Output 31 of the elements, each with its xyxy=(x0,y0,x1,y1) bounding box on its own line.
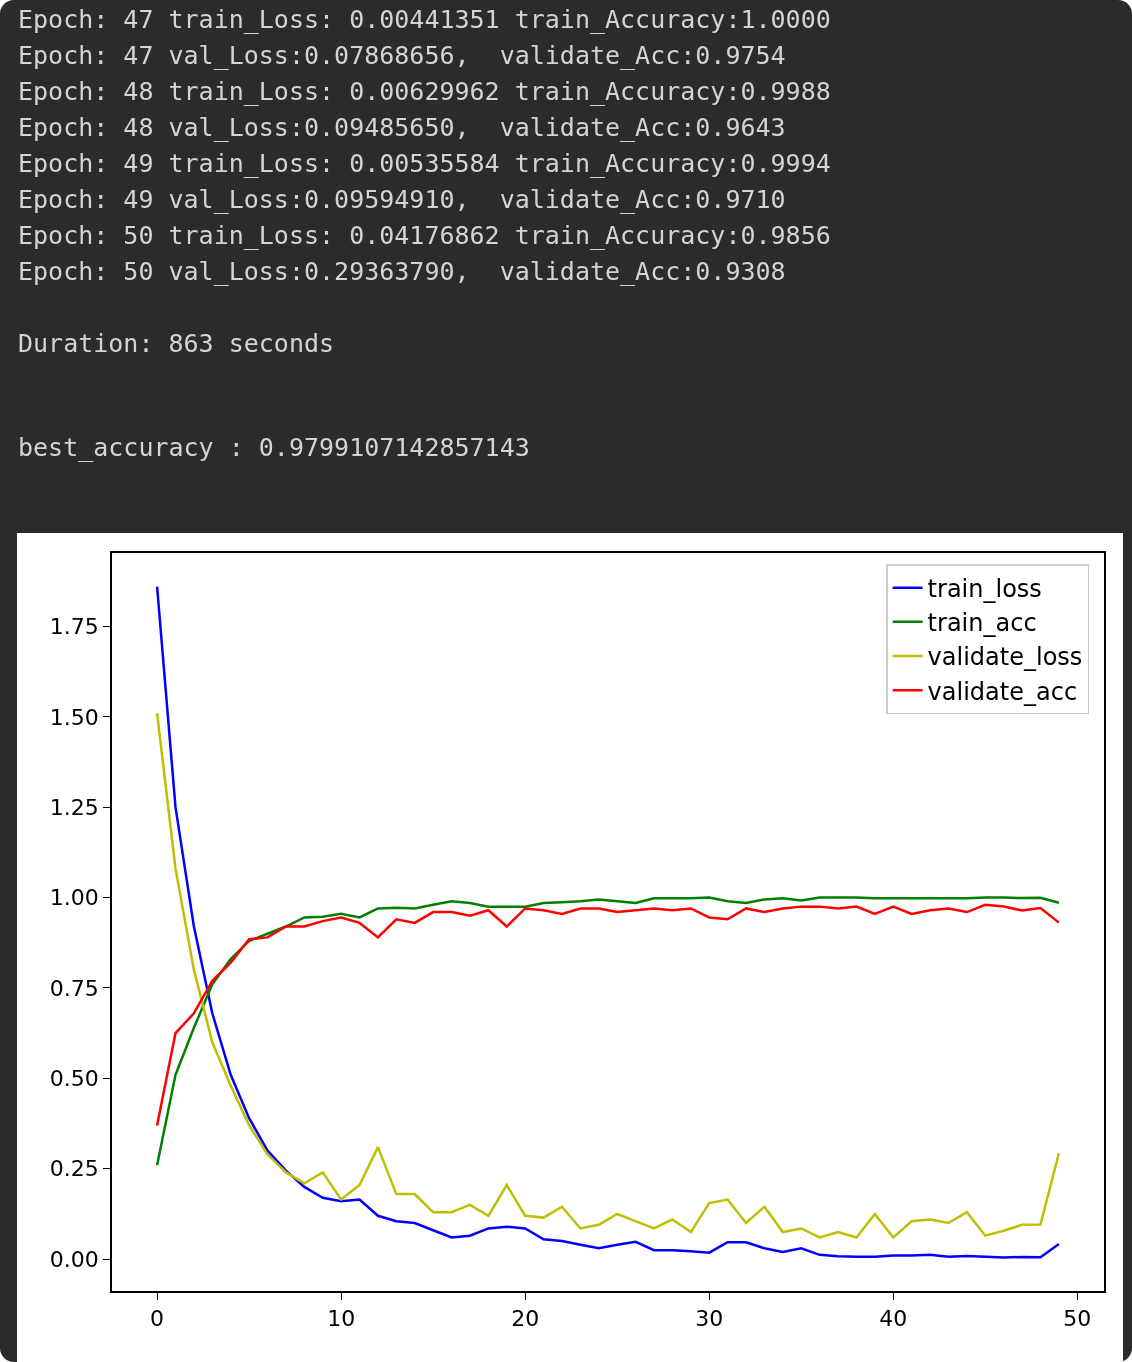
line-series xyxy=(155,903,1061,1127)
text: Epoch: 50 train_Loss: 0.04176862 train_Accuracy:0.9856 xyxy=(18,220,831,252)
text: Epoch: 49 train_Loss: 0.00535584 train_Accuracy:0.9994 xyxy=(18,148,831,180)
y-tick-label: 0.50 xyxy=(49,1066,99,1092)
text: Epoch: 47 val_Loss:0.07868656, validate_Acc:0.9754 xyxy=(18,40,787,72)
y-tick-label: 0.00 xyxy=(49,1246,99,1272)
x-tick-label: 30 xyxy=(695,1306,724,1332)
text: Epoch: 48 val_Loss:0.09485650, validate_Acc:0.9643 xyxy=(18,112,787,144)
line-series xyxy=(155,896,1061,1167)
x-tick-label: 50 xyxy=(1063,1306,1092,1332)
legend-label: train_loss xyxy=(927,575,1042,604)
y-tick-label: 1.00 xyxy=(49,885,99,911)
legend-label: train_acc xyxy=(927,609,1037,638)
y-tick-label: 1.75 xyxy=(49,614,99,640)
x-tick-label: 40 xyxy=(879,1306,908,1332)
legend-label: validate_acc xyxy=(927,677,1078,706)
x-tick-label: 0 xyxy=(150,1306,165,1332)
x-tick-label: 20 xyxy=(511,1306,540,1332)
x-tick-label: 10 xyxy=(327,1306,356,1332)
text: Epoch: 48 train_Loss: 0.00629962 train_Accuracy:0.9988 xyxy=(18,76,831,108)
text: Epoch: 50 val_Loss:0.29363790, validate_Acc:0.9308 xyxy=(18,256,787,288)
text: Duration: 863 seconds xyxy=(18,328,336,360)
y-tick-label: 1.50 xyxy=(49,704,99,730)
text: Epoch: 49 val_Loss:0.09594910, validate_Acc:0.9710 xyxy=(18,184,787,216)
text: best_accuracy : 0.9799107142857143 xyxy=(18,432,531,464)
y-tick-label: 0.75 xyxy=(49,975,99,1001)
line-series xyxy=(155,711,1061,1239)
y-tick-label: 0.25 xyxy=(49,1156,99,1182)
y-tick-label: 1.25 xyxy=(49,794,99,820)
legend-label: validate_loss xyxy=(927,643,1083,672)
text: Epoch: 47 train_Loss: 0.00441351 train_Accuracy:1.0000 xyxy=(18,4,831,36)
